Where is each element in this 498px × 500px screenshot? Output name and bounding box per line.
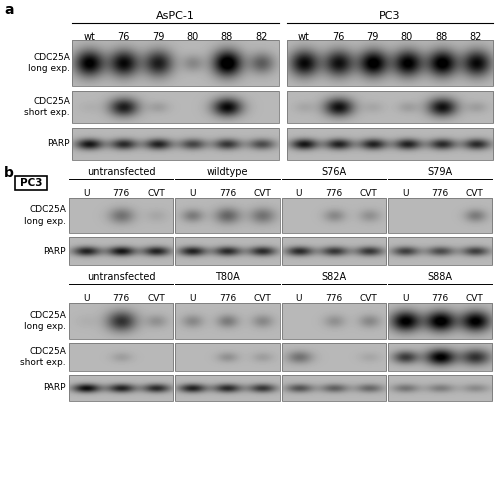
Bar: [175, 198, 279, 233]
Bar: [286, 91, 493, 123]
Text: 776: 776: [113, 294, 130, 303]
Text: CVT: CVT: [466, 189, 484, 198]
Text: U: U: [189, 189, 196, 198]
Text: S82A: S82A: [321, 272, 346, 282]
Text: CVT: CVT: [147, 294, 165, 303]
Bar: [69, 303, 173, 339]
Text: PARP: PARP: [47, 140, 70, 148]
Text: 776: 776: [325, 294, 342, 303]
Text: 88: 88: [221, 32, 233, 42]
Text: a: a: [4, 3, 13, 17]
Text: U: U: [296, 189, 302, 198]
Text: 80: 80: [401, 32, 413, 42]
Text: U: U: [83, 294, 90, 303]
Bar: [72, 40, 278, 86]
Bar: [72, 91, 278, 123]
Bar: [175, 375, 279, 401]
Bar: [388, 198, 492, 233]
Text: 76: 76: [118, 32, 130, 42]
Text: U: U: [402, 294, 408, 303]
Text: S88A: S88A: [427, 272, 452, 282]
Bar: [388, 375, 492, 401]
Bar: [69, 375, 173, 401]
Bar: [175, 303, 279, 339]
Text: 776: 776: [325, 189, 342, 198]
Text: 776: 776: [219, 294, 236, 303]
Text: U: U: [83, 189, 90, 198]
Bar: [286, 40, 493, 86]
Bar: [281, 375, 386, 401]
Text: 80: 80: [186, 32, 199, 42]
Text: b: b: [4, 166, 14, 180]
Bar: [175, 237, 279, 265]
Text: CDC25A
long exp.: CDC25A long exp.: [24, 311, 66, 331]
Text: 776: 776: [219, 189, 236, 198]
Bar: [281, 343, 386, 371]
Text: CVT: CVT: [360, 189, 377, 198]
Bar: [15, 176, 47, 190]
Text: CVT: CVT: [253, 294, 271, 303]
Text: wt: wt: [298, 32, 310, 42]
Text: U: U: [296, 294, 302, 303]
Text: CDC25A
short exp.: CDC25A short exp.: [20, 347, 66, 367]
Text: 79: 79: [152, 32, 164, 42]
Text: U: U: [189, 294, 196, 303]
Text: PC3: PC3: [379, 11, 400, 21]
Text: CDC25A
short exp.: CDC25A short exp.: [24, 97, 70, 117]
Text: wildtype: wildtype: [207, 167, 248, 177]
Text: S76A: S76A: [321, 167, 346, 177]
Text: CVT: CVT: [147, 189, 165, 198]
Bar: [175, 343, 279, 371]
Text: 776: 776: [431, 189, 449, 198]
Text: S79A: S79A: [427, 167, 453, 177]
Bar: [69, 237, 173, 265]
Text: PC3: PC3: [20, 178, 42, 188]
Text: 776: 776: [431, 294, 449, 303]
Bar: [281, 198, 386, 233]
Text: U: U: [402, 189, 408, 198]
Bar: [388, 343, 492, 371]
Text: CDC25A
long exp.: CDC25A long exp.: [28, 53, 70, 73]
Text: 79: 79: [367, 32, 379, 42]
Text: PARP: PARP: [43, 246, 66, 256]
Text: PARP: PARP: [43, 384, 66, 392]
Text: wt: wt: [83, 32, 95, 42]
Text: CVT: CVT: [360, 294, 377, 303]
Bar: [69, 343, 173, 371]
Text: T80A: T80A: [215, 272, 240, 282]
Bar: [69, 198, 173, 233]
Text: AsPC-1: AsPC-1: [156, 11, 195, 21]
Text: CVT: CVT: [466, 294, 484, 303]
Bar: [286, 128, 493, 160]
Text: untransfected: untransfected: [87, 272, 155, 282]
Text: CVT: CVT: [253, 189, 271, 198]
Text: 82: 82: [255, 32, 267, 42]
Text: 76: 76: [332, 32, 344, 42]
Text: untransfected: untransfected: [87, 167, 155, 177]
Bar: [388, 303, 492, 339]
Bar: [281, 303, 386, 339]
Text: 82: 82: [470, 32, 482, 42]
Text: 88: 88: [435, 32, 448, 42]
Bar: [281, 237, 386, 265]
Text: 776: 776: [113, 189, 130, 198]
Bar: [72, 128, 278, 160]
Bar: [388, 237, 492, 265]
Text: CDC25A
long exp.: CDC25A long exp.: [24, 206, 66, 226]
